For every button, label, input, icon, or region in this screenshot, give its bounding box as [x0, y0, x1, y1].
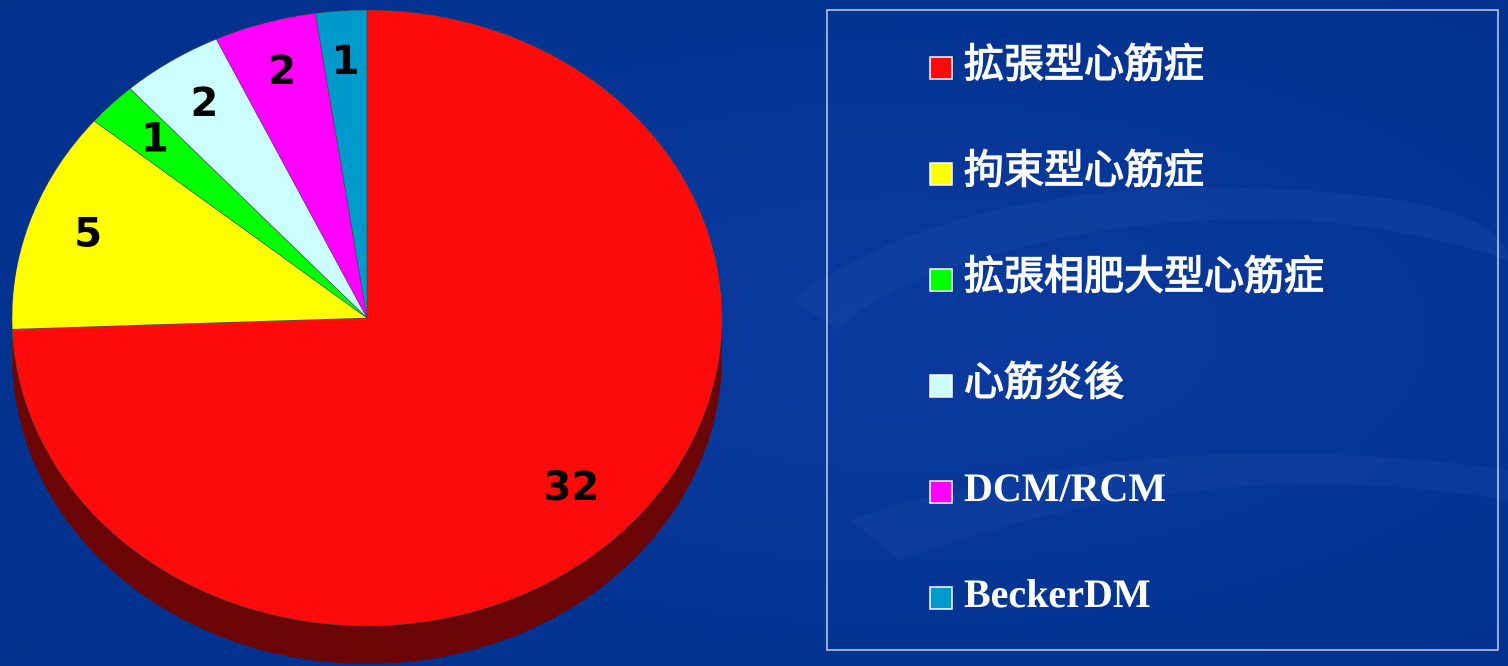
legend-label: 拡張型心筋症 [964, 41, 1204, 86]
legend-swatch [929, 162, 953, 186]
data-label: 32 [544, 464, 600, 510]
data-label: 2 [268, 48, 296, 94]
legend-label: 拡張相肥大型心筋症 [964, 253, 1324, 298]
legend-label: DCM/RCM [964, 465, 1166, 510]
legend-label: BeckerDM [964, 571, 1151, 616]
legend-swatch [929, 56, 953, 80]
data-label: 2 [190, 80, 218, 126]
data-label: 1 [332, 38, 360, 84]
data-label: 1 [141, 116, 169, 162]
swirl [790, 187, 1508, 330]
legend-swatch [929, 586, 953, 610]
pie-wedge [314, 9, 368, 319]
legend-box [826, 9, 1499, 651]
legend-swatch [929, 480, 953, 504]
legend-swatch [929, 374, 953, 398]
legend-swatch [929, 268, 953, 292]
legend-label: 心筋炎後 [964, 359, 1125, 404]
data-label: 5 [74, 210, 102, 256]
swirl [850, 453, 1508, 560]
pie-wedge [11, 120, 368, 330]
legend-label: 拘束型心筋症 [964, 147, 1204, 192]
